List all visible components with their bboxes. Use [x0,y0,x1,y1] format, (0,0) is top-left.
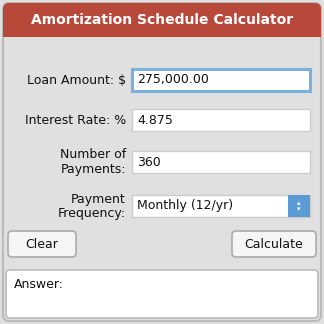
Text: 275,000.00: 275,000.00 [137,74,209,87]
Text: ▴: ▴ [297,200,301,206]
FancyBboxPatch shape [232,231,316,257]
FancyBboxPatch shape [3,3,321,37]
Text: ▾: ▾ [297,206,301,212]
Text: Loan Amount: $: Loan Amount: $ [27,74,126,87]
Text: Payments:: Payments: [61,163,126,176]
Text: 4.875: 4.875 [137,113,173,126]
Text: 360: 360 [137,156,161,168]
Text: Interest Rate: %: Interest Rate: % [25,113,126,126]
Text: Clear: Clear [26,237,58,250]
Bar [3,20,321,37]
FancyBboxPatch shape [6,270,318,318]
Text: Calculate: Calculate [245,237,303,250]
Text: Number of: Number of [60,148,126,161]
Text: Amortization Schedule Calculator: Amortization Schedule Calculator [31,13,293,27]
FancyBboxPatch shape [132,195,310,217]
Text: Monthly (12/yr): Monthly (12/yr) [137,200,233,213]
Text: Answer:: Answer: [14,277,64,291]
Bar [288,195,310,217]
FancyBboxPatch shape [3,3,321,321]
FancyBboxPatch shape [132,151,310,173]
Text: Frequency:: Frequency: [58,206,126,219]
FancyBboxPatch shape [132,109,310,131]
FancyBboxPatch shape [8,231,76,257]
FancyBboxPatch shape [132,69,310,91]
Text: Payment: Payment [71,192,126,205]
